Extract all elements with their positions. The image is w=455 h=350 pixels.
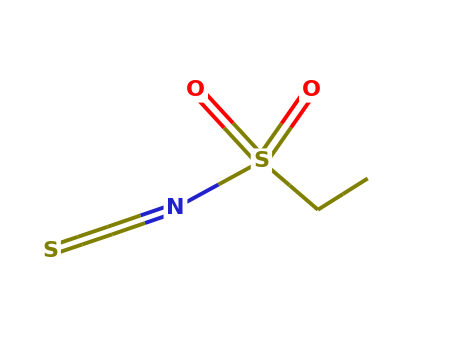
Text: N: N bbox=[166, 198, 185, 218]
Text: O: O bbox=[187, 80, 205, 100]
Text: S: S bbox=[42, 241, 58, 261]
Text: O: O bbox=[302, 80, 321, 100]
Text: S: S bbox=[253, 151, 269, 171]
